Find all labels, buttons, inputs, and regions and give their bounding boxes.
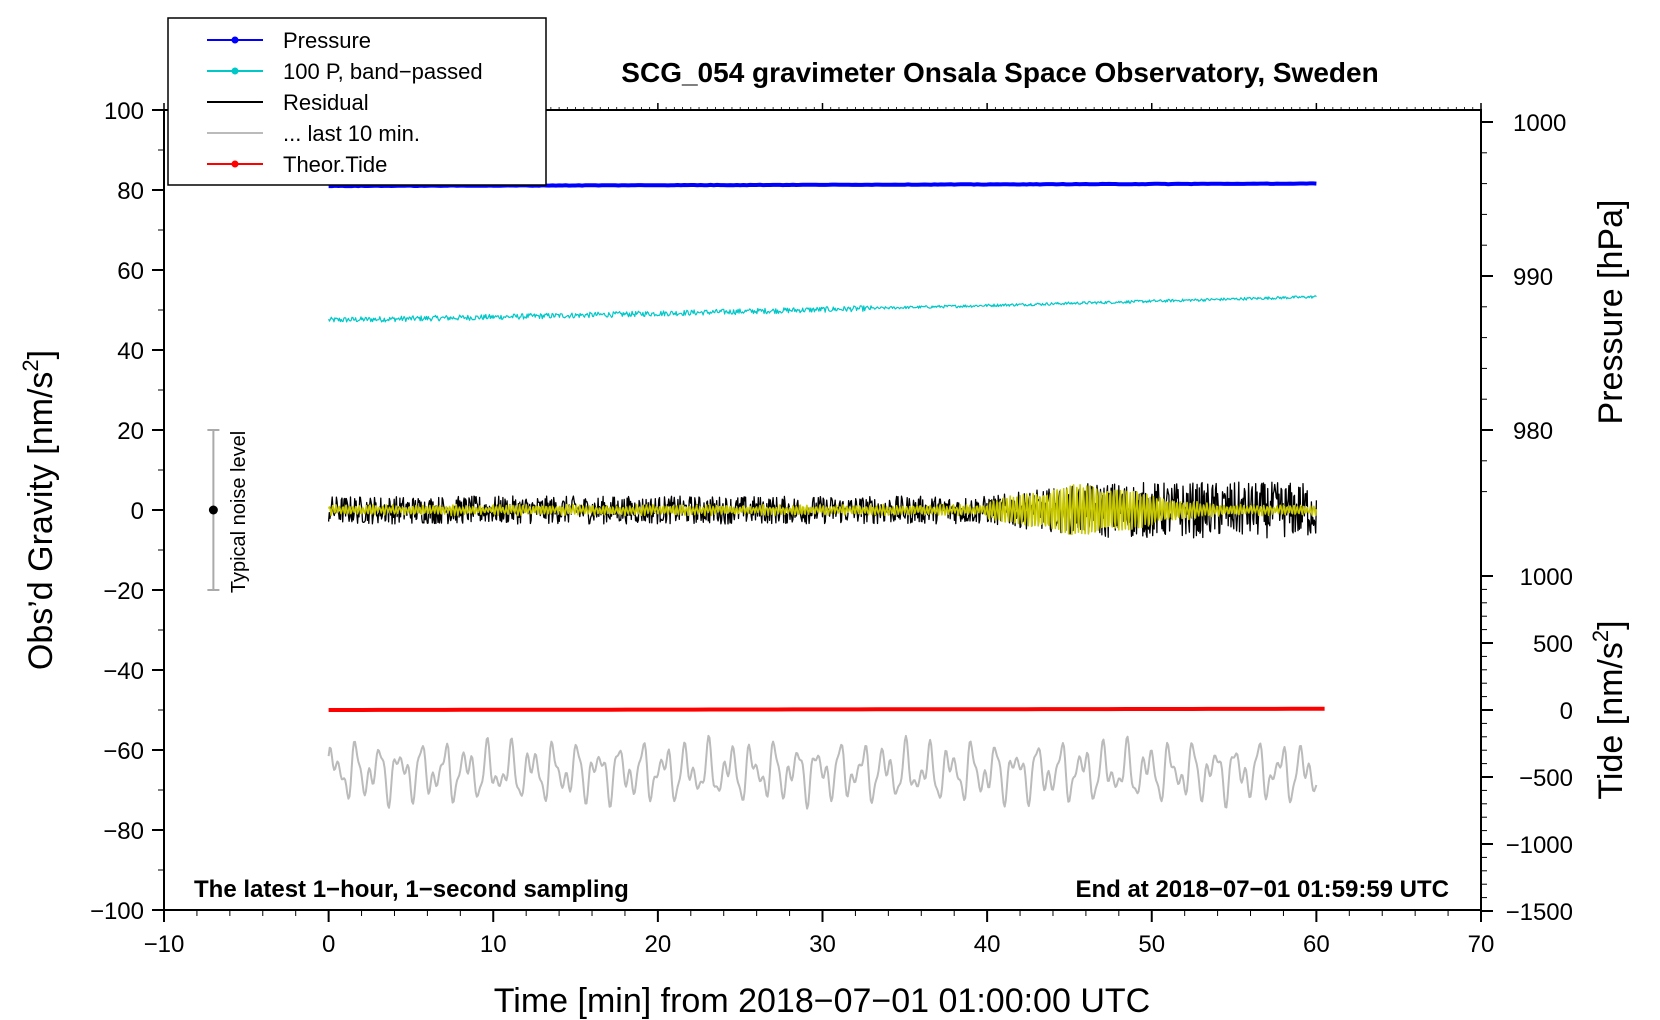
noise-indicator: Typical noise level (207, 429, 250, 593)
y-tick-label: −100 (90, 898, 144, 925)
y-tick-label: −40 (103, 658, 144, 685)
legend-label: ... last 10 min. (283, 121, 420, 146)
pressure-tick-label: 990 (1513, 264, 1553, 291)
tick-layer: −10 0 10 20 30 40 50 60 70100806040200−20−40−60−… (90, 98, 1573, 958)
pressure-axis-title: Pressure [hPa] (1592, 200, 1630, 425)
noise-dot (208, 505, 218, 515)
legend-label: Pressure (283, 28, 371, 53)
footnote-left: The latest 1−hour, 1−second sampling (194, 876, 629, 903)
residual-line (327, 481, 1318, 539)
y-tick-label: 0 (131, 498, 144, 525)
band-passed-pressure-line (328, 295, 1317, 323)
footnote-right: End at 2018−07−01 01:59:59 UTC (1075, 876, 1449, 903)
legend-marker (231, 67, 239, 75)
tide-tick-label: 500 (1533, 631, 1573, 658)
x-tick-label: 20 (645, 931, 672, 958)
tide-axis-title: Tide [nm/s2] (1588, 620, 1630, 799)
tide-tick-label: −1500 (1506, 899, 1573, 926)
tide-axis-title-sup: 2 (1588, 630, 1613, 642)
y-tick-label: 40 (117, 338, 144, 365)
legend-label: Theor.Tide (283, 152, 387, 177)
x-tick-label: 0 (322, 931, 335, 958)
theoretical-tide-line (328, 706, 1325, 712)
y-tick-label: −20 (103, 578, 144, 605)
pressure-tick-label: 1000 (1513, 110, 1566, 137)
tide-axis-title-main: Tide [nm/s (1592, 642, 1630, 799)
y-tick-label: 60 (117, 258, 144, 285)
y-tick-label: −60 (103, 738, 144, 765)
legend-label: 100 P, band−passed (283, 59, 483, 84)
y-tick-label: 20 (117, 418, 144, 445)
last-10-min-line (327, 734, 1318, 810)
legend-marker (231, 36, 239, 44)
chart-title: SCG_054 gravimeter Onsala Space Observat… (621, 57, 1378, 88)
y-axis-title-sup: 2 (18, 359, 43, 371)
y-tick-label: 80 (117, 178, 144, 205)
y-tick-label: −80 (103, 818, 144, 845)
x-tick-label: 50 (1138, 931, 1165, 958)
pressure-tick-label: 980 (1513, 418, 1553, 445)
legend: Pressure 100 P, band−passed Residual ... la… (167, 17, 547, 186)
tide-tick-label: 0 (1560, 698, 1573, 725)
y-axis-title-close: ] (22, 350, 60, 359)
x-tick-label: 30 (809, 931, 836, 958)
y-axis-title: Obs’d Gravity [nm/s2] (18, 350, 60, 670)
tide-tick-label: −1000 (1506, 832, 1573, 859)
x-tick-label: 10 (480, 931, 507, 958)
y-axis-title-main: Obs’d Gravity [nm/s (22, 372, 60, 671)
tide-axis-title-close: ] (1592, 620, 1630, 629)
filtered-residual-line (327, 483, 1318, 536)
x-tick-label: 40 (974, 931, 1001, 958)
legend-items: Pressure 100 P, band−passed Residual ... la… (207, 28, 483, 177)
x-tick-label: 60 (1303, 931, 1330, 958)
x-tick-label: 70 (1468, 931, 1495, 958)
x-tick-label: −10 (144, 931, 185, 958)
tide-tick-label: 1000 (1520, 564, 1573, 591)
tide-tick-label: −500 (1519, 765, 1573, 792)
x-axis-title: Time [min] from 2018−07−01 01:00:00 UTC (494, 982, 1150, 1020)
legend-marker (231, 160, 239, 168)
series-layer (327, 181, 1325, 810)
noise-label: Typical noise level (228, 431, 250, 593)
y-tick-label: 100 (104, 98, 144, 125)
legend-label: Residual (283, 90, 369, 115)
